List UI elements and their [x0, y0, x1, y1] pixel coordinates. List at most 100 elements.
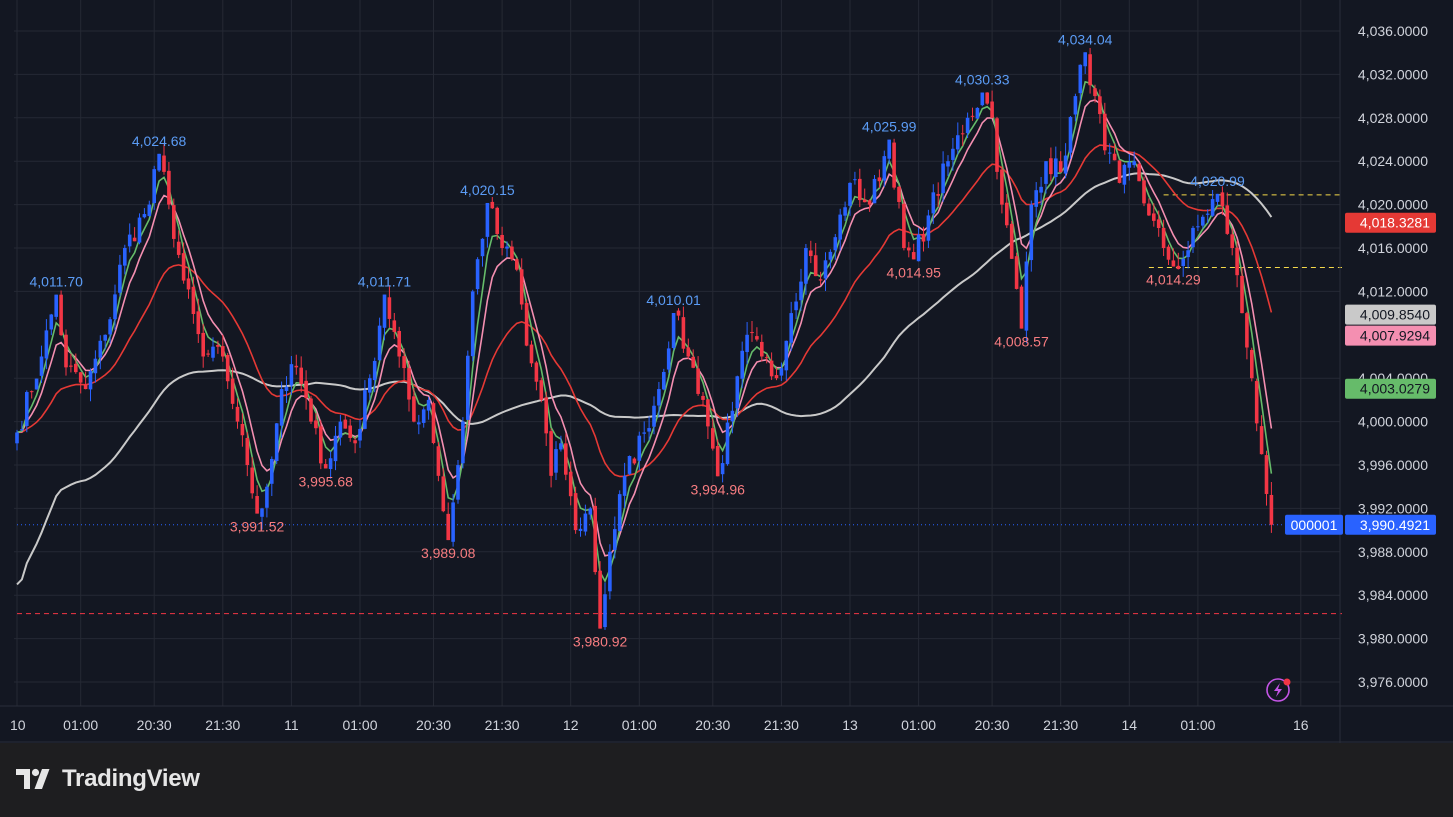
candle[interactable]: [848, 182, 852, 216]
candle[interactable]: [167, 162, 171, 210]
candle[interactable]: [960, 124, 965, 147]
candle[interactable]: [593, 497, 597, 575]
candle[interactable]: [813, 243, 818, 277]
candle[interactable]: [176, 230, 181, 259]
candle[interactable]: [946, 155, 950, 177]
candle[interactable]: [686, 338, 691, 360]
candle[interactable]: [466, 350, 470, 421]
candle[interactable]: [1245, 311, 1249, 360]
candle[interactable]: [951, 137, 955, 171]
candle[interactable]: [382, 294, 387, 341]
candle[interactable]: [152, 165, 156, 210]
candle[interactable]: [304, 370, 308, 410]
candle[interactable]: [858, 168, 862, 208]
candle[interactable]: [255, 485, 259, 514]
candle[interactable]: [461, 417, 465, 469]
candle[interactable]: [1176, 252, 1181, 270]
candle[interactable]: [833, 233, 838, 260]
candle[interactable]: [838, 208, 842, 251]
candle[interactable]: [1068, 115, 1073, 159]
candle[interactable]: [529, 340, 534, 367]
candle[interactable]: [299, 356, 303, 393]
candle[interactable]: [98, 335, 103, 370]
candle[interactable]: [715, 439, 720, 477]
candle[interactable]: [916, 228, 921, 262]
candle[interactable]: [265, 483, 269, 518]
candle[interactable]: [1039, 176, 1043, 205]
candle[interactable]: [1191, 225, 1195, 254]
candle[interactable]: [760, 334, 764, 362]
candle[interactable]: [323, 459, 328, 469]
candle[interactable]: [240, 413, 245, 447]
candle[interactable]: [127, 223, 132, 253]
candle[interactable]: [941, 151, 945, 202]
candle[interactable]: [931, 184, 936, 224]
candle[interactable]: [902, 198, 906, 251]
candle[interactable]: [789, 301, 793, 352]
candle[interactable]: [1093, 84, 1097, 103]
candle[interactable]: [1196, 214, 1200, 231]
candle[interactable]: [1073, 93, 1078, 122]
candle[interactable]: [554, 441, 558, 480]
candle[interactable]: [784, 340, 789, 381]
candle[interactable]: [730, 401, 735, 434]
candle[interactable]: [284, 376, 289, 404]
candle[interactable]: [456, 460, 460, 504]
candle[interactable]: [1161, 219, 1166, 257]
price-axis[interactable]: 4,036.0000 4,032.0000 4,028.0000 4,024.0000…: [1285, 0, 1436, 743]
candle[interactable]: [1147, 198, 1151, 216]
candle[interactable]: [1132, 151, 1136, 168]
candle[interactable]: [681, 306, 686, 353]
candle[interactable]: [1215, 193, 1220, 206]
candle[interactable]: [1230, 228, 1234, 256]
lightning-bolt-icon[interactable]: [1266, 678, 1291, 702]
candle[interactable]: [965, 112, 970, 139]
candle[interactable]: [1083, 52, 1087, 74]
candle[interactable]: [1127, 154, 1132, 181]
candle[interactable]: [93, 350, 98, 383]
candle[interactable]: [1254, 378, 1259, 432]
candle[interactable]: [1044, 161, 1048, 194]
candle[interactable]: [260, 507, 264, 530]
candle[interactable]: [799, 268, 803, 311]
candle[interactable]: [1058, 151, 1063, 173]
candle[interactable]: [397, 326, 401, 368]
candle[interactable]: [1210, 189, 1215, 217]
candle[interactable]: [88, 368, 93, 402]
candle[interactable]: [54, 294, 58, 320]
candle[interactable]: [691, 349, 695, 369]
candle[interactable]: [196, 298, 201, 343]
candle[interactable]: [1049, 147, 1053, 182]
candle[interactable]: [1264, 450, 1269, 506]
candle[interactable]: [142, 208, 147, 219]
candle[interactable]: [1029, 200, 1034, 272]
candle[interactable]: [1088, 48, 1092, 94]
candle[interactable]: [671, 312, 676, 351]
candle[interactable]: [843, 201, 847, 221]
candle[interactable]: [132, 227, 137, 242]
candle[interactable]: [642, 421, 646, 443]
candle[interactable]: [637, 431, 642, 471]
candle[interactable]: [617, 490, 622, 532]
candle[interactable]: [157, 153, 161, 173]
candle[interactable]: [470, 289, 475, 362]
candlestick-chart[interactable]: 4,011.70 4,024.68 3,991.52 3,995.68 4,011.71…: [0, 0, 1453, 743]
candle[interactable]: [1122, 163, 1127, 194]
candle[interactable]: [897, 185, 901, 209]
candle[interactable]: [980, 92, 985, 107]
candle[interactable]: [338, 414, 343, 446]
candle[interactable]: [235, 398, 240, 429]
candle[interactable]: [270, 456, 274, 496]
candle[interactable]: [823, 252, 828, 292]
candle[interactable]: [622, 462, 627, 509]
candle[interactable]: [764, 354, 769, 364]
candle[interactable]: [1166, 244, 1171, 266]
candle[interactable]: [353, 437, 357, 454]
candle[interactable]: [657, 381, 661, 418]
candle[interactable]: [250, 457, 254, 499]
candle[interactable]: [872, 174, 877, 204]
candle[interactable]: [911, 243, 916, 260]
candle[interactable]: [1220, 186, 1225, 215]
candle[interactable]: [147, 200, 152, 217]
candle[interactable]: [480, 238, 485, 267]
